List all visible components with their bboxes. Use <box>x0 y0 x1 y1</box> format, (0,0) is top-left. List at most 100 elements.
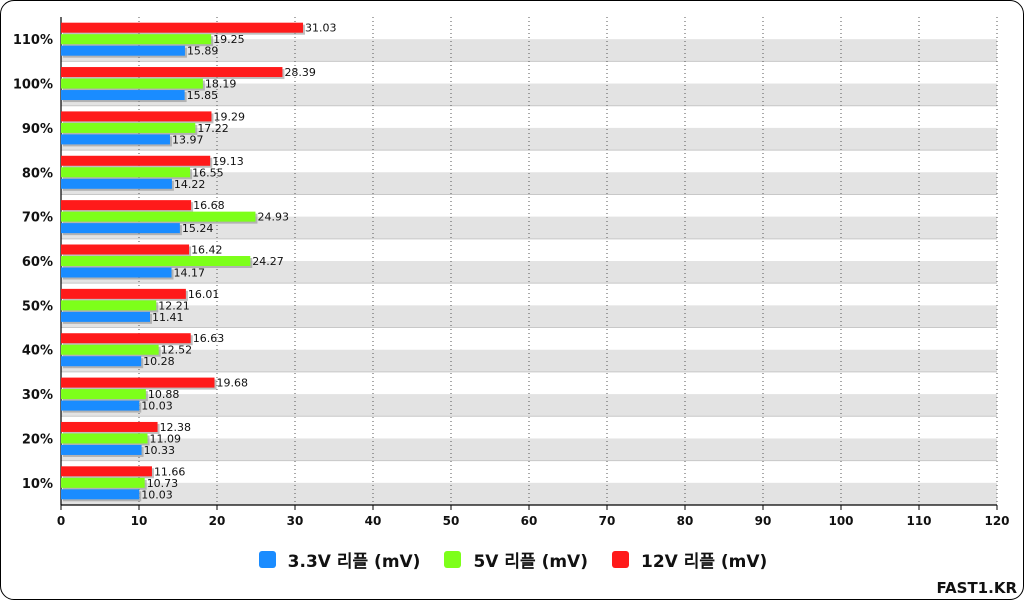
legend-label: 5V 리플 (mV) <box>473 552 588 572</box>
bar <box>61 389 146 400</box>
x-tick-label: 60 <box>521 514 538 528</box>
bar <box>61 78 203 89</box>
bar <box>61 22 304 33</box>
data-label: 10.73 <box>147 477 179 490</box>
data-label: 15.24 <box>182 222 214 235</box>
bar <box>61 400 140 411</box>
bar <box>61 300 157 311</box>
data-label: 12.52 <box>161 344 193 357</box>
legend-label: 12V 리플 (mV) <box>640 552 768 572</box>
bar <box>61 489 140 500</box>
category-label: 80% <box>22 166 53 181</box>
category-label: 110% <box>13 33 53 48</box>
category-label: 60% <box>22 255 53 270</box>
x-tick-label: 40 <box>365 514 382 528</box>
legend: 3.3V 리플 (mV) 5V 리플 (mV) 12V 리플 (mV) <box>1 547 1023 572</box>
bar <box>61 377 215 388</box>
bar <box>61 67 283 78</box>
x-tick-label: 80 <box>677 514 694 528</box>
bar <box>61 333 191 344</box>
category-label: 50% <box>22 299 53 314</box>
legend-swatch <box>258 551 276 568</box>
bar <box>61 167 191 178</box>
x-tick-label: 30 <box>287 514 304 528</box>
bar <box>61 211 256 222</box>
category-label: 10% <box>22 477 53 492</box>
bar <box>61 178 172 189</box>
data-label: 10.33 <box>144 444 176 457</box>
data-label: 12.38 <box>160 421 192 434</box>
data-label: 17.22 <box>197 122 229 135</box>
legend-item: 5V 리플 (mV) <box>444 547 588 572</box>
bar <box>61 244 190 255</box>
bar <box>61 111 212 122</box>
data-label: 16.63 <box>193 332 225 345</box>
data-label: 15.89 <box>187 45 219 58</box>
bar <box>61 45 185 56</box>
bar <box>61 267 172 278</box>
category-label: 70% <box>22 211 53 226</box>
data-label: 10.88 <box>148 388 180 401</box>
data-label: 11.09 <box>150 432 182 445</box>
data-label: 12.21 <box>158 299 190 312</box>
data-label: 14.22 <box>174 178 206 191</box>
bar <box>61 444 142 455</box>
data-label: 10.03 <box>141 400 173 413</box>
category-label: 100% <box>13 78 53 93</box>
data-label: 10.28 <box>143 355 175 368</box>
band-shade <box>61 305 997 328</box>
data-label: 13.97 <box>172 133 204 146</box>
data-label: 16.42 <box>191 244 223 257</box>
x-tick-label: 70 <box>599 514 616 528</box>
bar <box>61 344 159 355</box>
category-label: 30% <box>22 388 53 403</box>
bar <box>61 256 251 266</box>
legend-swatch <box>444 551 462 568</box>
bar <box>61 288 186 299</box>
band-shade <box>61 349 997 372</box>
x-tick-label: 90 <box>755 514 772 528</box>
data-label: 10.03 <box>141 488 173 501</box>
bar <box>61 433 148 444</box>
bar <box>61 34 212 45</box>
category-label: 40% <box>22 344 53 359</box>
data-label: 11.41 <box>152 311 184 324</box>
x-tick-label: 50 <box>443 514 460 528</box>
band-shade <box>61 39 997 62</box>
legend-item: 12V 리플 (mV) <box>611 547 768 572</box>
data-label: 28.39 <box>284 66 316 79</box>
data-label: 24.27 <box>252 255 284 268</box>
x-tick-label: 20 <box>209 514 226 528</box>
data-label: 11.66 <box>154 465 186 478</box>
data-label: 19.25 <box>213 33 245 46</box>
data-label: 15.85 <box>187 89 219 102</box>
legend-label: 3.3V 리플 (mV) <box>287 552 421 572</box>
bar <box>61 200 192 211</box>
legend-item: 3.3V 리플 (mV) <box>258 547 421 572</box>
bar <box>61 134 170 145</box>
bar <box>61 90 185 101</box>
bar <box>61 311 150 322</box>
data-label: 16.55 <box>192 166 224 179</box>
category-label: 20% <box>22 432 53 447</box>
x-tick-label: 0 <box>57 514 65 528</box>
x-tick-label: 100 <box>828 514 853 528</box>
data-label: 24.93 <box>257 211 289 224</box>
data-label: 14.17 <box>174 267 206 280</box>
bar-chart: 0 10 20 30 40 50 60 70 80 90 100 110 120 110% 31.03 19.… <box>13 17 1010 528</box>
data-label: 19.29 <box>213 110 245 123</box>
bar <box>61 223 180 234</box>
bar <box>61 356 142 367</box>
brand-label: FAST1.KR <box>936 579 1017 597</box>
category-label: 90% <box>22 122 53 137</box>
bar <box>61 477 145 488</box>
data-label: 18.19 <box>205 78 237 91</box>
bar <box>61 421 158 432</box>
x-tick-label: 10 <box>131 514 148 528</box>
data-label: 16.01 <box>188 288 220 301</box>
legend-swatch <box>611 551 629 568</box>
data-label: 31.03 <box>305 22 337 35</box>
data-label: 16.68 <box>193 199 225 212</box>
data-label: 19.13 <box>212 155 244 168</box>
